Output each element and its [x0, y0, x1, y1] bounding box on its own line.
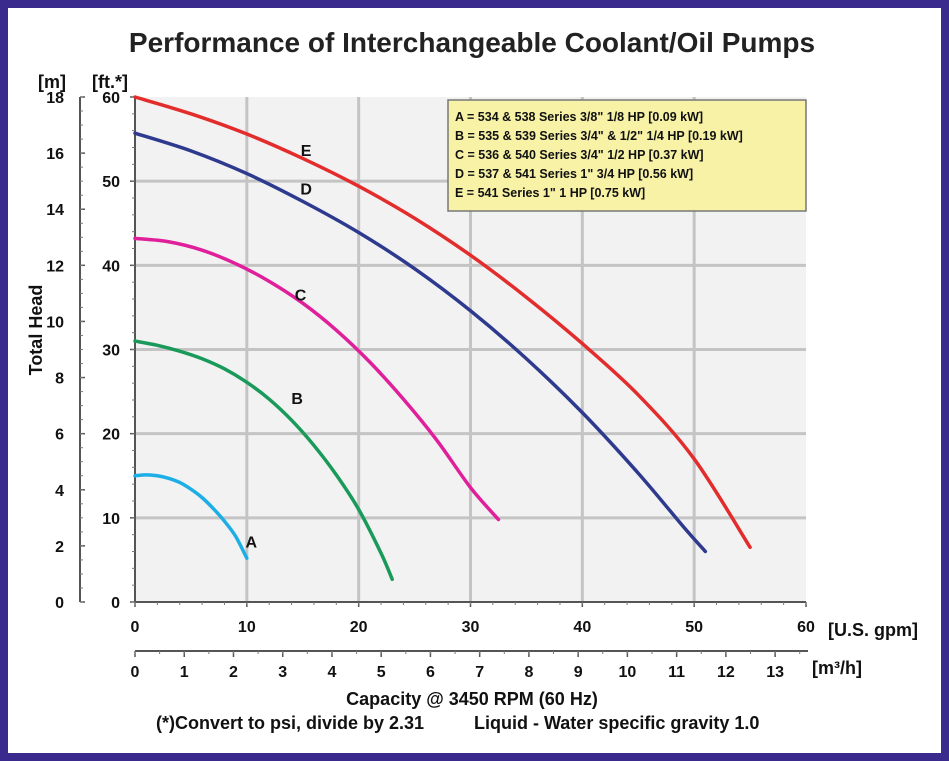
x-tick-label: 50 — [685, 619, 703, 636]
legend-entry: D = 537 & 541 Series 1" 3/4 HP [0.56 kW] — [455, 167, 693, 181]
x-tick-label: 0 — [131, 619, 140, 636]
x-tick-label: 20 — [350, 619, 368, 636]
y-unit-m: [m] — [38, 72, 66, 92]
chart-title: Performance of Interchangeable Coolant/O… — [129, 27, 815, 58]
x2-tick-label: 13 — [766, 664, 784, 681]
y-m-tick-label: 18 — [46, 90, 64, 107]
x2-tick-label: 8 — [524, 664, 533, 681]
y-m-tick-label: 0 — [55, 595, 64, 612]
y-ft-tick-label: 0 — [111, 595, 120, 612]
y-m-tick-label: 14 — [46, 202, 64, 219]
series-label-c: C — [295, 288, 307, 305]
y-ft-tick-label: 40 — [102, 258, 120, 275]
x2-tick-label: 0 — [131, 664, 140, 681]
series-label-e: E — [301, 143, 312, 160]
series-line-d — [133, 131, 708, 554]
x-tick-label: 40 — [573, 619, 591, 636]
chart-frame: Performance of Interchangeable Coolant/O… — [8, 8, 941, 753]
y-m-tick-label: 8 — [55, 371, 64, 388]
y-m-tick-label: 4 — [55, 483, 64, 500]
pump-performance-chart: Performance of Interchangeable Coolant/O… — [26, 27, 918, 733]
y-m-tick-label: 16 — [46, 146, 64, 163]
x2-tick-label: 3 — [278, 664, 287, 681]
y-axis-label: Total Head — [26, 285, 46, 376]
y-ft-tick-label: 20 — [102, 427, 120, 444]
footnote-psi: (*)Convert to psi, divide by 2.31 — [156, 713, 424, 733]
y-unit-ft: [ft.*] — [92, 72, 128, 92]
x2-tick-label: 1 — [180, 664, 189, 681]
series-label-b: B — [291, 391, 303, 408]
series-line-e — [133, 95, 752, 550]
x2-tick-label: 7 — [475, 664, 484, 681]
legend-box — [447, 99, 807, 212]
legend-entry: C = 536 & 540 Series 3/4" 1/2 HP [0.37 k… — [455, 148, 704, 162]
y-ft-tick-label: 60 — [102, 90, 120, 107]
series-layer: A B C D E — [133, 95, 752, 582]
legend-entry: B = 535 & 539 Series 3/4" & 1/2" 1/4 HP … — [455, 129, 743, 143]
x2-tick-label: 6 — [426, 664, 435, 681]
x-tick-label: 60 — [797, 619, 815, 636]
footnote-liquid: Liquid - Water specific gravity 1.0 — [474, 713, 759, 733]
x-tick-label: 10 — [238, 619, 256, 636]
y-m-tick-label: 12 — [46, 258, 64, 275]
legend-entry: E = 541 Series 1" 1 HP [0.75 kW] — [455, 186, 645, 200]
axes: 0 10 20 30 40 50 600 1 2 3 4 5 6 7 8 9 10 11 12 13010203040… — [46, 90, 815, 681]
y-m-tick-label: 6 — [55, 427, 64, 444]
x-unit-m3h: [m³/h] — [812, 658, 862, 678]
x-axis-label: Capacity @ 3450 RPM (60 Hz) — [346, 689, 598, 709]
legend-entry: A = 534 & 538 Series 3/8" 1/8 HP [0.09 k… — [455, 110, 703, 124]
x2-tick-label: 5 — [377, 664, 386, 681]
y-m-tick-label: 2 — [55, 539, 64, 556]
x2-tick-label: 12 — [717, 664, 735, 681]
legend: A = 534 & 538 Series 3/8" 1/8 HP [0.09 k… — [447, 99, 807, 212]
y-ft-tick-label: 50 — [102, 174, 120, 191]
x2-tick-label: 10 — [618, 664, 636, 681]
series-label-a: A — [246, 534, 258, 551]
series-line-b — [133, 339, 394, 582]
series-line-a — [133, 473, 249, 560]
x2-tick-label: 11 — [668, 664, 685, 681]
x2-tick-label: 4 — [328, 664, 337, 681]
x2-tick-label: 9 — [574, 664, 583, 681]
y-ft-tick-label: 30 — [102, 343, 120, 360]
series-line-c — [133, 236, 501, 522]
y-m-tick-label: 10 — [46, 314, 64, 331]
x-tick-label: 30 — [462, 619, 480, 636]
x2-tick-label: 2 — [229, 664, 238, 681]
x-unit-gpm: [U.S. gpm] — [828, 620, 918, 640]
y-ft-tick-label: 10 — [102, 511, 120, 528]
series-label-d: D — [300, 182, 312, 199]
